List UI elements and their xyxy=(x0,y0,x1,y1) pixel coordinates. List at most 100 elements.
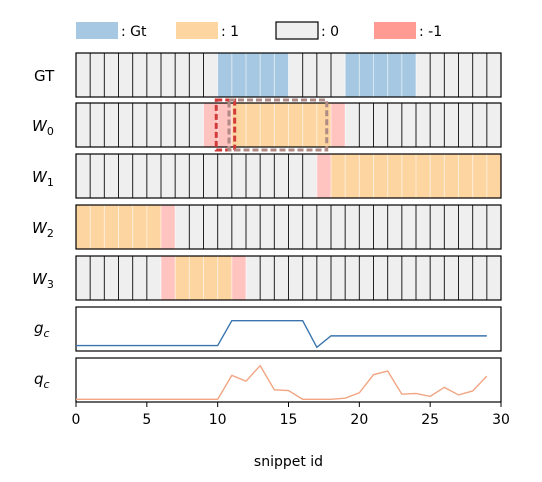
cell xyxy=(189,205,204,249)
cell xyxy=(132,154,147,198)
plot-qc: qc xyxy=(34,357,502,403)
cell xyxy=(331,103,346,147)
cell xyxy=(316,205,331,249)
cell xyxy=(260,256,275,300)
cell xyxy=(444,154,459,198)
cell xyxy=(486,103,501,147)
row-label: W0 xyxy=(32,117,54,138)
cell xyxy=(260,103,275,147)
cell xyxy=(217,154,232,198)
x-axis: 0 5 10 15 20 25 30 snippet id xyxy=(72,402,510,470)
cell xyxy=(288,154,303,198)
cell xyxy=(359,103,374,147)
row-label: GT xyxy=(34,67,55,85)
cell xyxy=(246,103,261,147)
cell xyxy=(189,53,204,97)
cell xyxy=(472,205,487,249)
series-line xyxy=(76,364,488,400)
cell xyxy=(161,103,176,147)
cell xyxy=(359,53,374,97)
cell xyxy=(118,205,133,249)
cell xyxy=(345,53,360,97)
cell xyxy=(331,205,346,249)
cell xyxy=(146,103,161,147)
cell xyxy=(203,154,218,198)
cell xyxy=(203,53,218,97)
cell xyxy=(331,53,346,97)
row-label: W1 xyxy=(32,168,54,189)
cell xyxy=(416,256,431,300)
line-plots: gc qc xyxy=(34,306,502,403)
cell xyxy=(76,53,91,97)
cell xyxy=(430,103,445,147)
cell xyxy=(90,53,105,97)
snippet-rows: GT W0 W1 W2 W3 xyxy=(32,52,502,301)
cell xyxy=(132,256,147,300)
cell xyxy=(203,256,218,300)
cell xyxy=(416,53,431,97)
cell xyxy=(345,256,360,300)
plot-ylabel: gc xyxy=(34,319,50,340)
cell xyxy=(302,103,317,147)
cell xyxy=(416,154,431,198)
cell xyxy=(486,154,501,198)
cell xyxy=(401,256,416,300)
cell xyxy=(486,256,501,300)
cell xyxy=(387,154,402,198)
cell xyxy=(316,53,331,97)
cell xyxy=(288,103,303,147)
cell xyxy=(274,256,289,300)
cell xyxy=(231,256,246,300)
cell xyxy=(146,256,161,300)
cell xyxy=(401,53,416,97)
row-w2: W2 xyxy=(32,204,502,250)
cell xyxy=(472,256,487,300)
cell xyxy=(231,154,246,198)
cell xyxy=(76,103,91,147)
legend-label: : -1 xyxy=(419,24,442,40)
plot-frame xyxy=(75,357,502,403)
row-frame xyxy=(75,255,502,301)
cell xyxy=(302,154,317,198)
cell xyxy=(302,256,317,300)
cell xyxy=(104,154,119,198)
cell xyxy=(458,154,473,198)
cell xyxy=(146,154,161,198)
cell xyxy=(373,205,388,249)
cell xyxy=(486,53,501,97)
cell xyxy=(189,256,204,300)
cell xyxy=(387,103,402,147)
cell xyxy=(458,256,473,300)
cell xyxy=(246,53,261,97)
cell xyxy=(189,154,204,198)
row-frame xyxy=(75,204,502,250)
cell xyxy=(189,103,204,147)
cell xyxy=(231,53,246,97)
series-line xyxy=(76,319,487,349)
cell xyxy=(444,53,459,97)
cell xyxy=(175,53,190,97)
cell xyxy=(118,53,133,97)
x-tick-label: 5 xyxy=(142,412,151,428)
highlight-box xyxy=(227,98,329,152)
row-frame xyxy=(75,102,502,148)
cell xyxy=(331,256,346,300)
cell xyxy=(118,256,133,300)
cell xyxy=(104,103,119,147)
cell xyxy=(260,53,275,97)
cell xyxy=(430,205,445,249)
cell xyxy=(90,154,105,198)
x-tick-label: 30 xyxy=(492,412,510,428)
cell xyxy=(458,53,473,97)
cell xyxy=(76,256,91,300)
cell xyxy=(217,205,232,249)
highlight-box xyxy=(214,98,237,152)
cell xyxy=(274,205,289,249)
legend-item: : 1 xyxy=(176,22,239,40)
cell xyxy=(359,154,374,198)
x-tick-label: 10 xyxy=(209,412,227,428)
cell xyxy=(175,205,190,249)
cell xyxy=(175,154,190,198)
legend-swatch xyxy=(76,22,118,39)
